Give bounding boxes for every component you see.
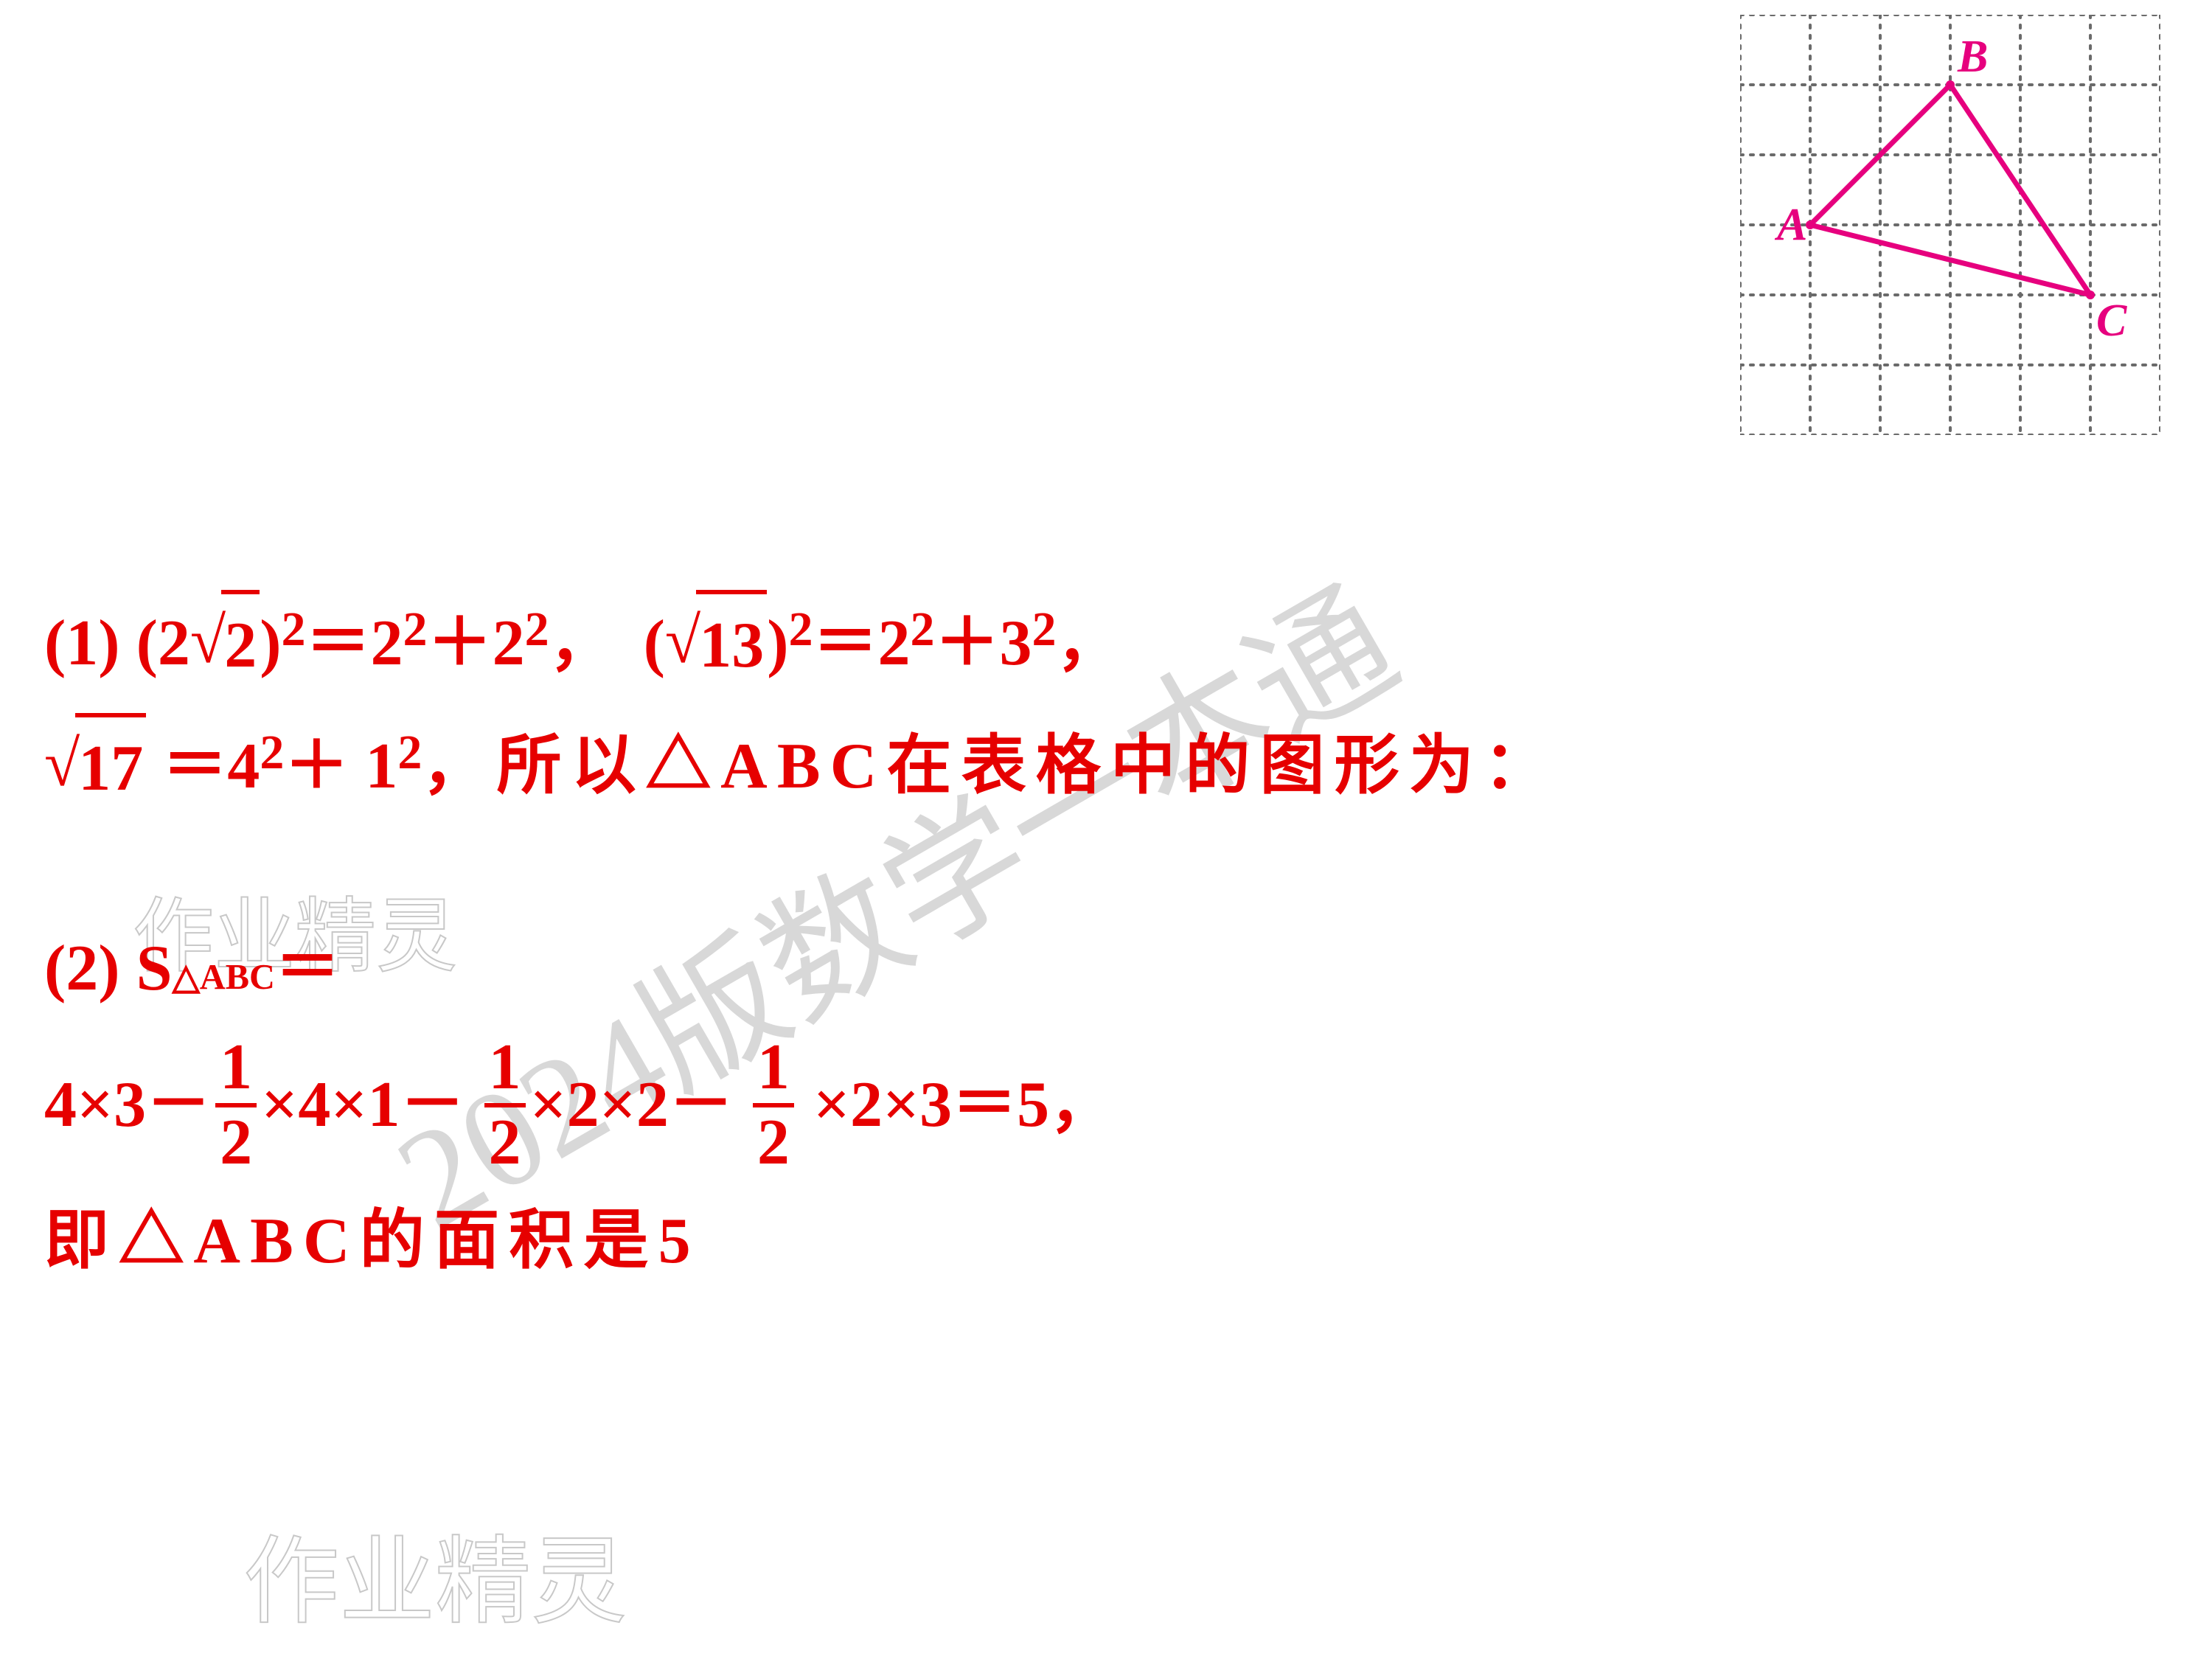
svg-text:A: A: [1774, 200, 1807, 250]
term-3: 3: [1000, 592, 1032, 696]
sqrt-sign: √: [190, 590, 226, 694]
part2-line2: 4 × 3 － 1 2 × 4 × 1 － 1 2 × 2 × 2 － 1 2 …: [44, 1035, 2168, 1175]
part2-line1: (2) S △ABC ＝: [44, 917, 2168, 1021]
close-paren-b: ): [767, 592, 788, 696]
sub-abc: △ABC: [173, 949, 275, 1006]
t-4: 4: [44, 1054, 77, 1158]
term-2: 2: [371, 592, 403, 696]
solution-text: (1) (2 √ 2 ) 2 ＝ 2 2 ＋ 2 2 ， ( √ 13 ) 2 …: [44, 590, 2168, 1309]
part2-line3: 即△ABC的面积是5: [44, 1190, 2168, 1294]
triangle-grid-figure: A B C: [1740, 15, 2160, 439]
minus-1: －: [146, 1054, 211, 1158]
frac-num-c: 1: [753, 1035, 794, 1103]
grid-svg: A B C: [1740, 15, 2160, 435]
exp-2c: 2: [525, 591, 549, 669]
minus-2: －: [400, 1054, 465, 1158]
times-7: ×: [883, 1054, 919, 1158]
term-2b: 2: [493, 592, 525, 696]
part1-line1: (1) (2 √ 2 ) 2 ＝ 2 2 ＋ 2 2 ， ( √ 13 ) 2 …: [44, 590, 2168, 698]
p1-prefix: (1) (2: [44, 592, 190, 696]
exp-2d: 2: [789, 591, 813, 669]
term-1: 1: [365, 715, 397, 819]
sqrt-arg-13: 13: [696, 590, 767, 698]
sqrt-arg-17: 17: [75, 713, 146, 821]
plus-sign-c: ＋: [284, 715, 365, 819]
p2-tail: 即△ABC的面积是5: [44, 1190, 700, 1294]
comma-2: ，: [1057, 592, 1121, 696]
svg-text:B: B: [1957, 32, 1988, 82]
frac-den-b: 2: [484, 1103, 526, 1175]
gap: [44, 836, 2168, 917]
close-paren: ): [260, 592, 281, 696]
times-6: ×: [813, 1054, 850, 1158]
exp-2: 2: [282, 591, 306, 669]
times-3: ×: [330, 1054, 367, 1158]
plus-sign-b: ＋: [935, 592, 1000, 696]
open-paren: (: [644, 592, 665, 696]
plus-sign: ＋: [428, 592, 493, 696]
term-2c: 2: [878, 592, 911, 696]
minus-3: －: [669, 1054, 734, 1158]
svg-text:C: C: [2096, 296, 2127, 346]
times-2: ×: [261, 1054, 298, 1158]
t-1: 1: [367, 1054, 400, 1158]
p2-eq: ＝: [275, 917, 340, 1021]
eq-sign-b: ＝: [813, 592, 878, 696]
sqrt-13: √ 13: [665, 590, 767, 698]
eq5: ＝5，: [952, 1054, 1114, 1158]
t-2b: 2: [636, 1054, 669, 1158]
frac-num-b: 1: [484, 1035, 526, 1103]
term-4: 4: [227, 715, 260, 819]
exp-2e: 2: [911, 591, 935, 669]
t-4b: 4: [298, 1054, 330, 1158]
times-4: ×: [530, 1054, 567, 1158]
exp-2f: 2: [1032, 591, 1057, 669]
frac-3: 1 2: [753, 1035, 794, 1175]
sqrt-2-a: √ 2: [190, 590, 260, 698]
frac-num: 1: [215, 1035, 257, 1103]
t-2: 2: [567, 1054, 599, 1158]
frac-den-c: 2: [753, 1103, 794, 1175]
t-3: 3: [114, 1054, 146, 1158]
comma-1: ，: [549, 592, 614, 696]
exp-2g: 2: [260, 714, 284, 792]
frac-1: 1 2: [215, 1035, 257, 1175]
sqrt-sign-b: √: [665, 590, 700, 694]
frac-2: 1 2: [484, 1035, 526, 1175]
sqrt-arg: 2: [221, 590, 260, 698]
eq-sign: ＝: [306, 592, 371, 696]
frac-den: 2: [215, 1103, 257, 1175]
exp-2b: 2: [403, 591, 428, 669]
sqrt-sign-c: √: [44, 713, 80, 817]
t-3b: 3: [919, 1054, 952, 1158]
p1-tail: ，所以△ABC在表格中的图形为：: [422, 715, 1558, 819]
watermark-2: 作业精灵: [243, 1504, 627, 1643]
eq-sign-c: ＝: [146, 715, 227, 819]
part1-line2: √ 17 ＝ 4 2 ＋ 1 2 ，所以△ABC在表格中的图形为：: [44, 713, 2168, 821]
p2-prefix: (2) S: [44, 917, 173, 1021]
sqrt-17: √ 17: [44, 713, 146, 821]
times-1: ×: [77, 1054, 114, 1158]
t-2c: 2: [850, 1054, 883, 1158]
times-5: ×: [599, 1054, 636, 1158]
exp-2h: 2: [397, 714, 422, 792]
